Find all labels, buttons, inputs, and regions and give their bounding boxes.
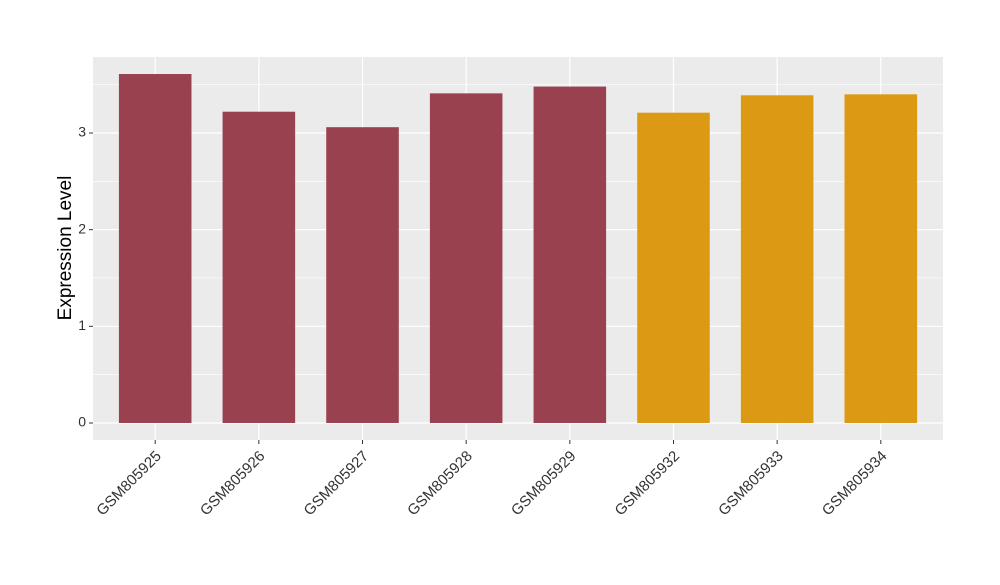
bar: [222, 111, 296, 423]
bar: [118, 74, 192, 423]
panel: [93, 57, 943, 440]
y-tick-label: 2: [78, 220, 86, 236]
bar: [533, 86, 607, 423]
x-tick-label: GSM805932: [612, 448, 684, 520]
y-axis-label: Expression Level: [55, 176, 76, 321]
bar: [740, 95, 814, 423]
x-tick-label: GSM805933: [715, 448, 787, 520]
bar: [637, 112, 710, 423]
bar: [326, 127, 399, 423]
y-tick-label: 3: [78, 124, 86, 140]
y-tick-label: 1: [78, 317, 86, 333]
x-tick-label: GSM805928: [404, 448, 476, 520]
bar: [844, 94, 918, 423]
x-tick-label: GSM805929: [508, 448, 580, 520]
x-tick-label: GSM805926: [197, 448, 269, 520]
x-tick-label: GSM805934: [819, 448, 891, 520]
y-tick-label: 0: [78, 414, 86, 430]
bar: [429, 93, 503, 423]
x-tick-label: GSM805927: [301, 448, 373, 520]
x-tick-label: GSM805925: [93, 448, 165, 520]
